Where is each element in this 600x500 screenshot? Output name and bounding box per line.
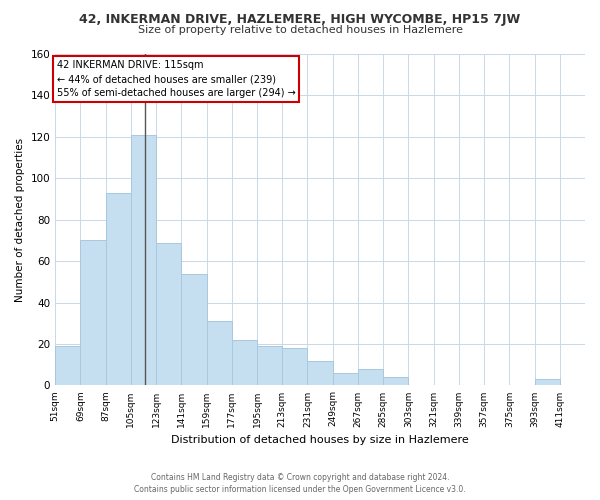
Text: Size of property relative to detached houses in Hazlemere: Size of property relative to detached ho… xyxy=(137,25,463,35)
Bar xyxy=(383,377,409,386)
Bar xyxy=(80,240,106,386)
Bar xyxy=(535,379,560,386)
Bar xyxy=(282,348,307,386)
Bar xyxy=(181,274,206,386)
X-axis label: Distribution of detached houses by size in Hazlemere: Distribution of detached houses by size … xyxy=(171,435,469,445)
Bar xyxy=(358,369,383,386)
Bar xyxy=(156,242,181,386)
Bar xyxy=(332,373,358,386)
Bar xyxy=(307,360,332,386)
Bar xyxy=(106,193,131,386)
Bar xyxy=(257,346,282,386)
Text: 42 INKERMAN DRIVE: 115sqm
← 44% of detached houses are smaller (239)
55% of semi: 42 INKERMAN DRIVE: 115sqm ← 44% of detac… xyxy=(56,60,295,98)
Text: Contains HM Land Registry data © Crown copyright and database right 2024.
Contai: Contains HM Land Registry data © Crown c… xyxy=(134,472,466,494)
Bar xyxy=(232,340,257,386)
Bar xyxy=(131,135,156,386)
Text: 42, INKERMAN DRIVE, HAZLEMERE, HIGH WYCOMBE, HP15 7JW: 42, INKERMAN DRIVE, HAZLEMERE, HIGH WYCO… xyxy=(79,12,521,26)
Bar xyxy=(206,321,232,386)
Y-axis label: Number of detached properties: Number of detached properties xyxy=(15,138,25,302)
Bar xyxy=(55,346,80,386)
